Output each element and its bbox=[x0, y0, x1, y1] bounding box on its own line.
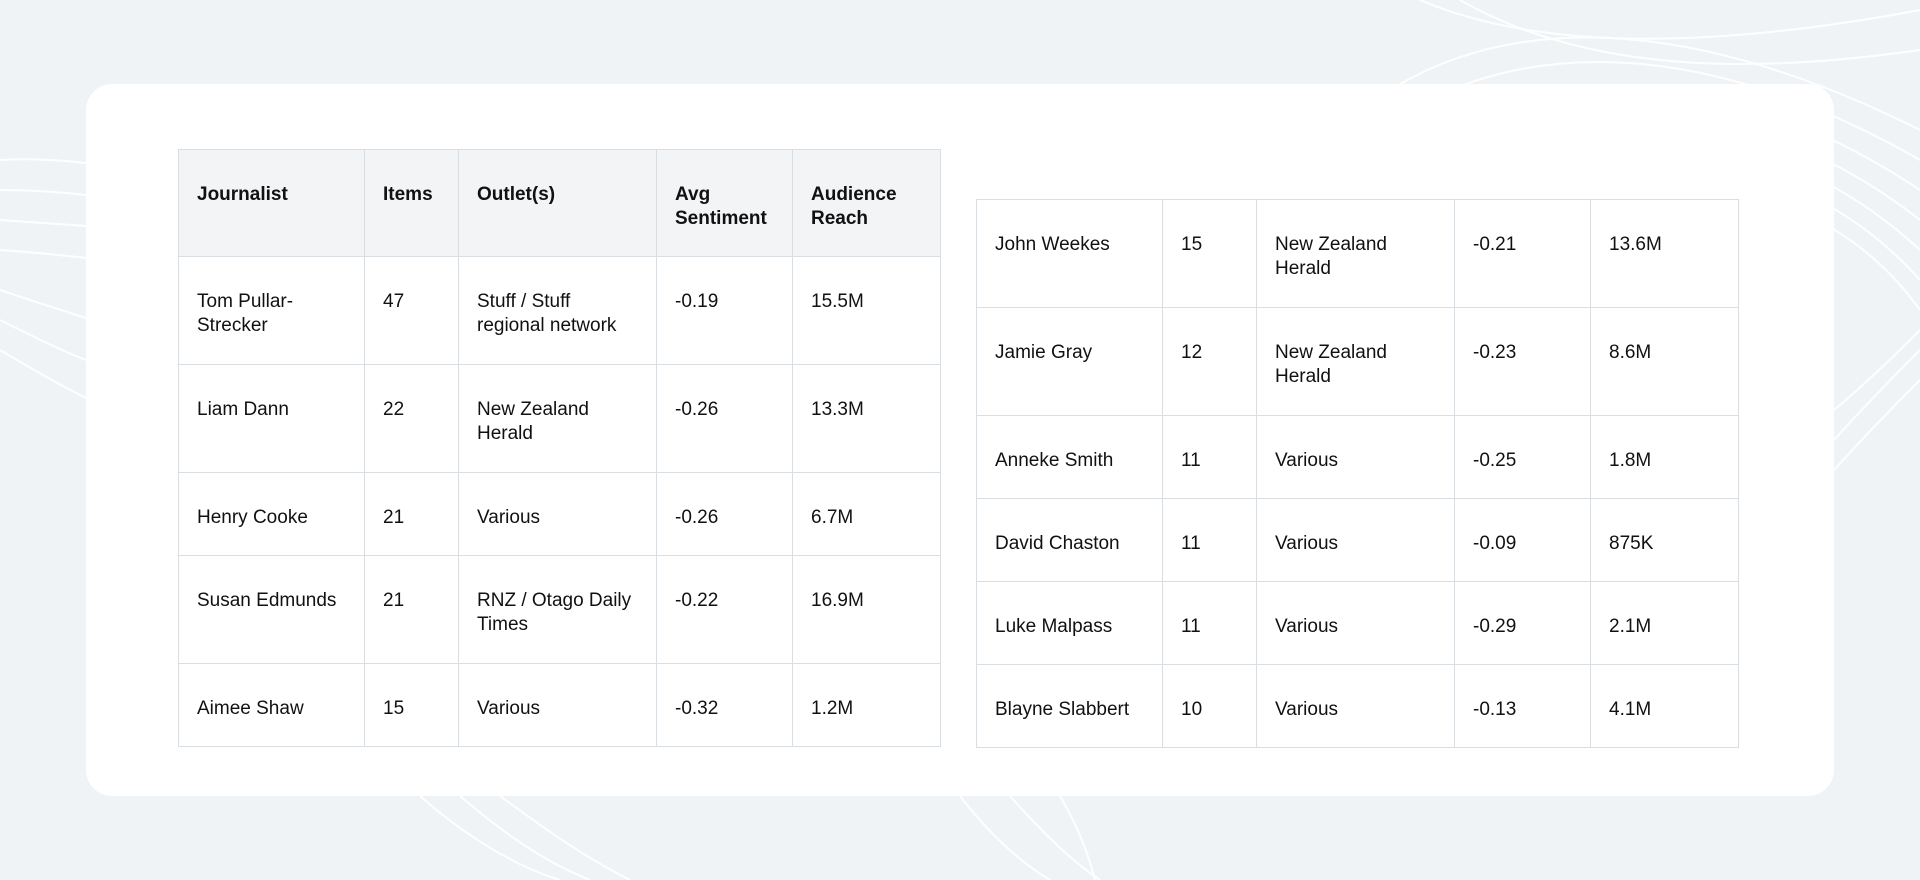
items-cell: 11 bbox=[1162, 415, 1257, 499]
reach-cell: 1.8M bbox=[1590, 415, 1739, 499]
table-row: Aimee Shaw 15 Various -0.32 1.2M bbox=[178, 663, 941, 747]
outlet-cell: New Zealand Herald bbox=[458, 364, 657, 473]
reach-cell: 1.2M bbox=[792, 663, 941, 747]
items-cell: 22 bbox=[364, 364, 459, 473]
items-cell: 12 bbox=[1162, 307, 1257, 416]
table-row: Jamie Gray 12 New Zealand Herald -0.23 8… bbox=[976, 307, 1739, 416]
sentiment-cell: -0.09 bbox=[1454, 498, 1591, 582]
items-cell: 15 bbox=[1162, 199, 1257, 308]
items-cell: 21 bbox=[364, 555, 459, 664]
table-row: John Weekes 15 New Zealand Herald -0.21 … bbox=[976, 199, 1739, 308]
journalist-cell: David Chaston bbox=[976, 498, 1163, 582]
reach-cell: 875K bbox=[1590, 498, 1739, 582]
table-row: Anneke Smith 11 Various -0.25 1.8M bbox=[976, 415, 1739, 499]
table-row: Blayne Slabbert 10 Various -0.13 4.1M bbox=[976, 664, 1739, 748]
header-avg-sentiment: Avg Sentiment bbox=[656, 149, 793, 257]
table-row: Henry Cooke 21 Various -0.26 6.7M bbox=[178, 472, 941, 556]
table-row: Susan Edmunds 21 RNZ / Otago Daily Times… bbox=[178, 555, 941, 664]
outlet-cell: RNZ / Otago Daily Times bbox=[458, 555, 657, 664]
header-audience-reach: Audience Reach bbox=[792, 149, 941, 257]
outlet-cell: Various bbox=[458, 472, 657, 556]
outlet-cell: Various bbox=[1256, 498, 1455, 582]
sentiment-cell: -0.13 bbox=[1454, 664, 1591, 748]
journalist-cell: Anneke Smith bbox=[976, 415, 1163, 499]
items-cell: 11 bbox=[1162, 498, 1257, 582]
items-cell: 10 bbox=[1162, 664, 1257, 748]
reach-cell: 13.3M bbox=[792, 364, 941, 473]
outlet-cell: Stuff / Stuff regional network bbox=[458, 256, 657, 365]
reach-cell: 8.6M bbox=[1590, 307, 1739, 416]
table-header-row: Journalist Items Outlet(s) Avg Sentiment… bbox=[178, 149, 941, 257]
items-cell: 11 bbox=[1162, 581, 1257, 665]
sentiment-cell: -0.29 bbox=[1454, 581, 1591, 665]
table-row: David Chaston 11 Various -0.09 875K bbox=[976, 498, 1739, 582]
sentiment-cell: -0.32 bbox=[656, 663, 793, 747]
reach-cell: 13.6M bbox=[1590, 199, 1739, 308]
sentiment-cell: -0.19 bbox=[656, 256, 793, 365]
journalist-table-right: John Weekes 15 New Zealand Herald -0.21 … bbox=[976, 199, 1739, 748]
sentiment-cell: -0.22 bbox=[656, 555, 793, 664]
outlet-cell: Various bbox=[1256, 664, 1455, 748]
table-row: Liam Dann 22 New Zealand Herald -0.26 13… bbox=[178, 364, 941, 473]
items-cell: 47 bbox=[364, 256, 459, 365]
reach-cell: 15.5M bbox=[792, 256, 941, 365]
outlet-cell: Various bbox=[1256, 581, 1455, 665]
sentiment-cell: -0.25 bbox=[1454, 415, 1591, 499]
outlet-cell: New Zealand Herald bbox=[1256, 307, 1455, 416]
sentiment-cell: -0.26 bbox=[656, 472, 793, 556]
table-row: Luke Malpass 11 Various -0.29 2.1M bbox=[976, 581, 1739, 665]
table-row: Tom Pullar-Strecker 47 Stuff / Stuff reg… bbox=[178, 256, 941, 365]
journalist-cell: Susan Edmunds bbox=[178, 555, 365, 664]
outlet-cell: Various bbox=[1256, 415, 1455, 499]
journalist-cell: Liam Dann bbox=[178, 364, 365, 473]
journalist-table-left: Journalist Items Outlet(s) Avg Sentiment… bbox=[178, 149, 941, 747]
reach-cell: 4.1M bbox=[1590, 664, 1739, 748]
journalist-cell: Jamie Gray bbox=[976, 307, 1163, 416]
sentiment-cell: -0.21 bbox=[1454, 199, 1591, 308]
reach-cell: 16.9M bbox=[792, 555, 941, 664]
header-journalist: Journalist bbox=[178, 149, 365, 257]
journalist-cell: Tom Pullar-Strecker bbox=[178, 256, 365, 365]
outlet-cell: New Zealand Herald bbox=[1256, 199, 1455, 308]
reach-cell: 6.7M bbox=[792, 472, 941, 556]
journalist-cell: Luke Malpass bbox=[976, 581, 1163, 665]
journalist-cell: Blayne Slabbert bbox=[976, 664, 1163, 748]
sentiment-cell: -0.26 bbox=[656, 364, 793, 473]
journalist-cell: Aimee Shaw bbox=[178, 663, 365, 747]
header-outlets: Outlet(s) bbox=[458, 149, 657, 257]
outlet-cell: Various bbox=[458, 663, 657, 747]
journalist-cell: Henry Cooke bbox=[178, 472, 365, 556]
items-cell: 21 bbox=[364, 472, 459, 556]
reach-cell: 2.1M bbox=[1590, 581, 1739, 665]
journalist-cell: John Weekes bbox=[976, 199, 1163, 308]
sentiment-cell: -0.23 bbox=[1454, 307, 1591, 416]
items-cell: 15 bbox=[364, 663, 459, 747]
header-items: Items bbox=[364, 149, 459, 257]
